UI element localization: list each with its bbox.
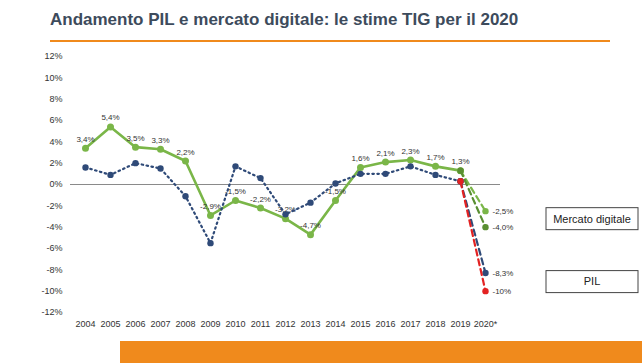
svg-text:2,1%: 2,1% xyxy=(376,149,394,158)
svg-text:0%: 0% xyxy=(49,179,62,189)
svg-text:2019: 2019 xyxy=(450,319,470,329)
svg-text:-4%: -4% xyxy=(46,222,62,232)
svg-text:-2,5%: -2,5% xyxy=(493,207,514,216)
svg-text:Mercato digitale: Mercato digitale xyxy=(553,213,631,225)
svg-text:PIL: PIL xyxy=(584,275,601,287)
svg-text:8%: 8% xyxy=(49,94,62,104)
svg-text:-10%: -10% xyxy=(41,286,62,296)
svg-text:2007: 2007 xyxy=(150,319,170,329)
svg-text:-3,2%: -3,2% xyxy=(275,205,296,215)
svg-text:2005: 2005 xyxy=(100,319,120,329)
svg-text:2009: 2009 xyxy=(200,319,220,329)
svg-text:2020*: 2020* xyxy=(474,319,498,329)
svg-text:6%: 6% xyxy=(49,115,62,125)
svg-text:-4,7%: -4,7% xyxy=(300,221,321,230)
svg-text:-1,5%: -1,5% xyxy=(325,187,346,196)
svg-text:-8%: -8% xyxy=(46,265,62,275)
svg-text:2004: 2004 xyxy=(75,319,95,329)
svg-text:1,3%: 1,3% xyxy=(451,157,469,166)
svg-text:2006: 2006 xyxy=(125,319,145,329)
svg-text:1,6%: 1,6% xyxy=(351,154,369,163)
svg-text:2,2%: 2,2% xyxy=(176,148,194,157)
svg-text:2008: 2008 xyxy=(175,319,195,329)
svg-text:12%: 12% xyxy=(44,51,62,61)
svg-text:-12%: -12% xyxy=(41,307,62,317)
svg-text:2014: 2014 xyxy=(325,319,345,329)
svg-text:2013: 2013 xyxy=(300,319,320,329)
svg-text:4%: 4% xyxy=(49,137,62,147)
svg-text:-8,3%: -8,3% xyxy=(493,269,514,278)
svg-text:2010: 2010 xyxy=(225,319,245,329)
svg-text:3,4%: 3,4% xyxy=(76,135,94,144)
svg-text:1,7%: 1,7% xyxy=(426,153,444,162)
svg-text:5,4%: 5,4% xyxy=(101,113,119,122)
svg-text:2012: 2012 xyxy=(275,319,295,329)
svg-text:-2%: -2% xyxy=(46,201,62,211)
svg-text:3,5%: 3,5% xyxy=(126,134,144,143)
svg-text:-10%: -10% xyxy=(493,287,512,296)
svg-text:10%: 10% xyxy=(44,73,62,83)
html-text:Andamento PIL e mercato digita: Andamento PIL e mercato digitale: le sti… xyxy=(50,10,519,29)
svg-text:-2,2%: -2,2% xyxy=(250,195,271,204)
svg-text:-6%: -6% xyxy=(46,243,62,253)
svg-text:2%: 2% xyxy=(49,158,62,168)
svg-text:2017: 2017 xyxy=(400,319,420,329)
svg-text:2016: 2016 xyxy=(375,319,395,329)
svg-text:-2,9%: -2,9% xyxy=(200,202,221,211)
svg-text:2018: 2018 xyxy=(425,319,445,329)
svg-text:2011: 2011 xyxy=(251,319,270,329)
svg-text:3,3%: 3,3% xyxy=(151,136,169,145)
svg-text:2015: 2015 xyxy=(350,319,370,329)
svg-text:2,3%: 2,3% xyxy=(401,147,419,156)
svg-text:-1,5%: -1,5% xyxy=(225,187,246,197)
svg-text:-4,0%: -4,0% xyxy=(493,223,514,232)
